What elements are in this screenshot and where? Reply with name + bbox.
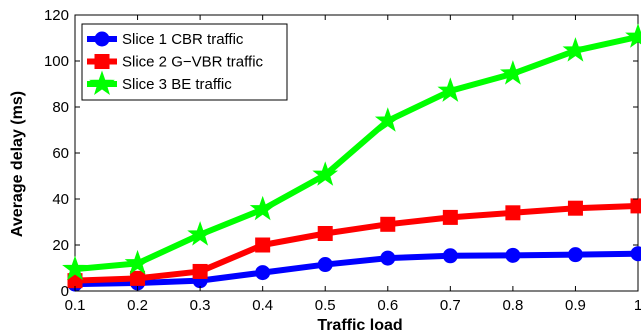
- series-2-line: [74, 202, 639, 284]
- y-tick-label: 60: [52, 145, 69, 162]
- series-3-point: [500, 60, 526, 85]
- ticks-layer: 0.1 0.2 0.3 0.4 0.5 0.6 0.7 0.8 0.9 1 0 20 40 60 80 100…: [44, 7, 641, 314]
- y-tick-label: 0: [61, 283, 69, 300]
- series-1-point: [317, 257, 333, 273]
- series-3-point: [625, 23, 641, 48]
- x-tick-label: 0.7: [440, 297, 461, 314]
- series-1-point: [505, 247, 521, 263]
- series-3-point: [187, 221, 213, 246]
- legend-marker-2: [94, 54, 110, 69]
- y-tick-label: 120: [44, 7, 69, 24]
- legend-label-1: Slice 1 CBR traffic: [122, 31, 244, 48]
- x-tick-label: 0.5: [315, 297, 336, 314]
- x-tick-label: 0.4: [252, 297, 273, 314]
- series-3-point: [62, 255, 88, 281]
- series-3-line: [74, 33, 639, 273]
- x-axis-title: Traffic load: [317, 317, 402, 333]
- series-3-point: [437, 77, 464, 102]
- legend-marker-3: [89, 70, 115, 95]
- series-2-point: [380, 216, 396, 232]
- series-1-point: [380, 250, 396, 266]
- series-2-point: [192, 263, 208, 279]
- series-2-point: [317, 226, 333, 241]
- x-tick-label: 0.3: [190, 297, 211, 314]
- legend-label-3: Slice 3 BE traffic: [122, 76, 232, 93]
- y-tick-label: 80: [52, 99, 69, 116]
- x-tick-label: 0.9: [565, 297, 586, 314]
- x-tick-label: 0.2: [127, 297, 148, 314]
- series-2-point: [567, 200, 583, 216]
- series-2-point: [630, 198, 641, 214]
- series-1-point: [567, 247, 583, 263]
- series-2: [67, 198, 641, 289]
- series-2-point: [130, 270, 146, 286]
- series-2-point: [505, 205, 521, 221]
- legend: Slice 1 CBR traffic Slice 2 G−VBR traffic…: [81, 23, 288, 101]
- series-3-point: [124, 249, 151, 275]
- series-3-point: [312, 161, 339, 186]
- series-1-point: [442, 248, 458, 264]
- series-3-point: [562, 37, 589, 62]
- series-1-line: [74, 250, 639, 288]
- series-3-point: [249, 195, 276, 221]
- y-tick-label: 20: [52, 237, 69, 254]
- y-tick-label: 40: [52, 191, 69, 208]
- x-tick-label: 0.1: [65, 297, 86, 314]
- series-3: [62, 23, 641, 281]
- legend-marker-1: [94, 31, 110, 47]
- x-tick-label: 1: [634, 297, 641, 314]
- series-2-point: [442, 209, 458, 225]
- series-2-point: [255, 237, 271, 253]
- y-tick-label: 100: [44, 53, 69, 70]
- series-layer: [62, 23, 641, 292]
- y-axis-title: Average delay (ms): [9, 91, 26, 237]
- series-1-point: [255, 265, 271, 281]
- legend-label-2: Slice 2 G−VBR traffic: [122, 54, 264, 71]
- x-tick-label: 0.8: [502, 297, 523, 314]
- x-tick-label: 0.6: [377, 297, 398, 314]
- series-3-point: [374, 107, 401, 132]
- series-1-point: [630, 246, 641, 262]
